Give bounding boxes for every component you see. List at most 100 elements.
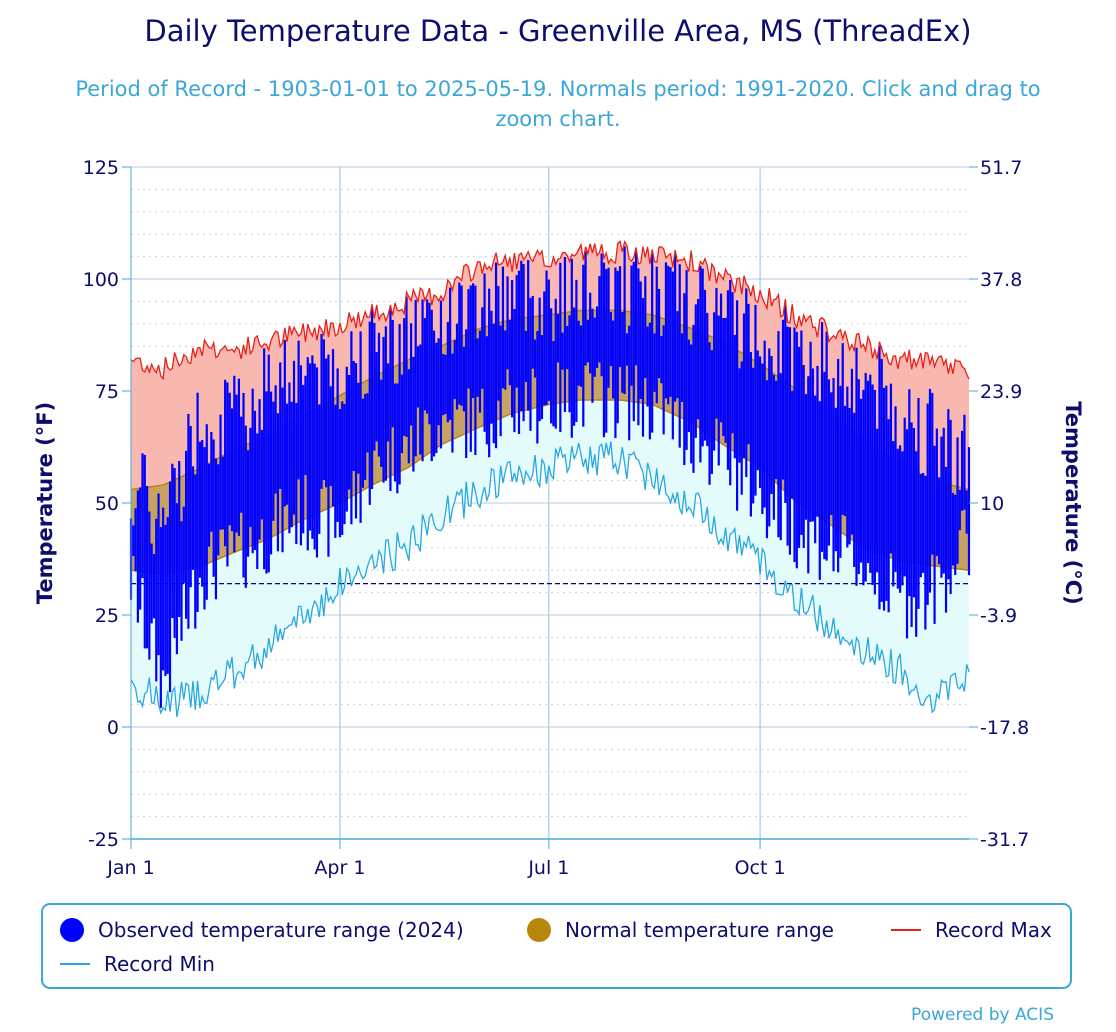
observed-bar: [265, 391, 268, 574]
observed-bar: [963, 414, 966, 510]
observed-bar: [403, 318, 406, 436]
observed-bar: [224, 379, 227, 547]
observed-bar: [308, 363, 312, 531]
observed-bar: [935, 428, 938, 557]
observed-bar: [336, 368, 339, 522]
observed-bar: [538, 297, 541, 422]
observed-bar: [733, 334, 736, 459]
observed-bar: [917, 397, 920, 609]
observed-bar: [919, 474, 922, 578]
observed-bar: [513, 309, 516, 433]
observed-bar: [811, 368, 814, 522]
legend-item-record-min[interactable]: Record Min: [60, 952, 215, 976]
observed-bar: [467, 289, 470, 389]
observed-bar: [630, 265, 633, 386]
legend-item-observed[interactable]: Observed temperature range (2024): [60, 918, 464, 942]
observed-bar: [634, 251, 638, 366]
axes: 125 51.7 100 37.8 75 23.9 50 10 25 -3.9 0 -17.8 -25 -…: [33, 157, 1085, 879]
observed-bar: [958, 489, 961, 531]
observed-bar: [752, 367, 755, 504]
observed-bar: [423, 318, 426, 411]
observed-bar: [899, 445, 902, 593]
observed-bar: [600, 253, 603, 377]
observed-bar: [428, 302, 431, 425]
observed-bar: [667, 265, 670, 405]
observed-bar: [554, 298, 557, 429]
powered-by-link[interactable]: Powered by ACIS: [911, 1005, 1054, 1025]
x-tick-label: Jan 1: [106, 857, 154, 879]
observed-bar: [279, 362, 282, 489]
observed-bar: [683, 293, 686, 466]
observed-bar: [382, 336, 385, 483]
y-tick-label-left: 75: [95, 381, 119, 403]
observed-bar: [846, 386, 849, 548]
observed-bar: [944, 466, 948, 613]
observed-bar: [201, 439, 204, 587]
legend-record-max-label: Record Max: [935, 918, 1052, 942]
observed-bar: [194, 474, 197, 629]
observed-bar: [816, 365, 819, 517]
observed-bar: [623, 246, 626, 395]
observed-bar: [214, 458, 218, 600]
observed-bar: [141, 453, 144, 579]
observed-bar: [465, 329, 468, 459]
observed-bar: [419, 344, 422, 455]
observed-bar: [547, 279, 550, 401]
observed-bar: [607, 267, 610, 388]
observed-bar: [793, 327, 796, 563]
observed-bar: [724, 317, 727, 443]
observed-bar: [515, 275, 518, 388]
observed-bar: [348, 374, 351, 490]
observed-bar: [155, 518, 158, 682]
observed-bar: [575, 279, 578, 422]
observed-bar: [302, 385, 305, 534]
observed-bar: [421, 299, 424, 462]
observed-bar: [646, 326, 649, 407]
observed-bar: [217, 464, 220, 556]
observed-bar: [545, 270, 548, 405]
observed-bar: [517, 270, 521, 434]
observed-bar: [591, 308, 594, 403]
observed-bar: [726, 290, 730, 470]
y-tick-label-right: -17.8: [980, 717, 1029, 739]
observed-bar: [892, 441, 895, 587]
observed-bar: [187, 413, 190, 629]
observed-bar: [876, 428, 879, 573]
observed-bar: [676, 311, 679, 399]
observed-bar: [320, 334, 323, 489]
observed-bar: [233, 375, 236, 553]
observed-bar: [942, 427, 945, 574]
temperature-chart[interactable]: 125 51.7 100 37.8 75 23.9 50 10 25 -3.9 0 -17.8 -25 -…: [0, 0, 1116, 900]
observed-bar: [589, 292, 592, 374]
observed-bar: [556, 314, 560, 363]
legend-item-record-max[interactable]: Record Max: [891, 918, 1052, 942]
observed-bar: [713, 312, 716, 451]
observed-bar: [499, 325, 502, 437]
observed-bar: [729, 280, 732, 486]
observed-bar: [807, 376, 810, 574]
chart-subtitle[interactable]: Period of Record - 1903-01-01 to 2025-05…: [75, 77, 1041, 131]
observed-bar: [563, 257, 567, 413]
observed-bar: [334, 404, 337, 538]
observed-bar: [543, 291, 546, 406]
observed-bar: [168, 481, 172, 693]
observed-bar: [178, 460, 181, 617]
observed-bar: [389, 309, 392, 491]
observed-bar: [965, 490, 968, 534]
observed-bar: [706, 312, 709, 447]
observed-bar: [894, 406, 897, 572]
record-min-line-icon: [60, 963, 90, 965]
legend-item-normal[interactable]: Normal temperature range: [527, 918, 834, 942]
observed-bar: [230, 408, 234, 532]
observed-bar: [745, 288, 748, 478]
observed-bar: [292, 360, 296, 515]
observed-bar: [196, 392, 199, 612]
observed-bar: [820, 322, 824, 552]
observed-bar: [843, 405, 847, 517]
observed-bar: [322, 339, 325, 480]
observed-bar: [896, 448, 899, 589]
observed-bar: [736, 300, 739, 511]
observed-bar: [350, 331, 353, 525]
observed-bar: [905, 429, 909, 639]
